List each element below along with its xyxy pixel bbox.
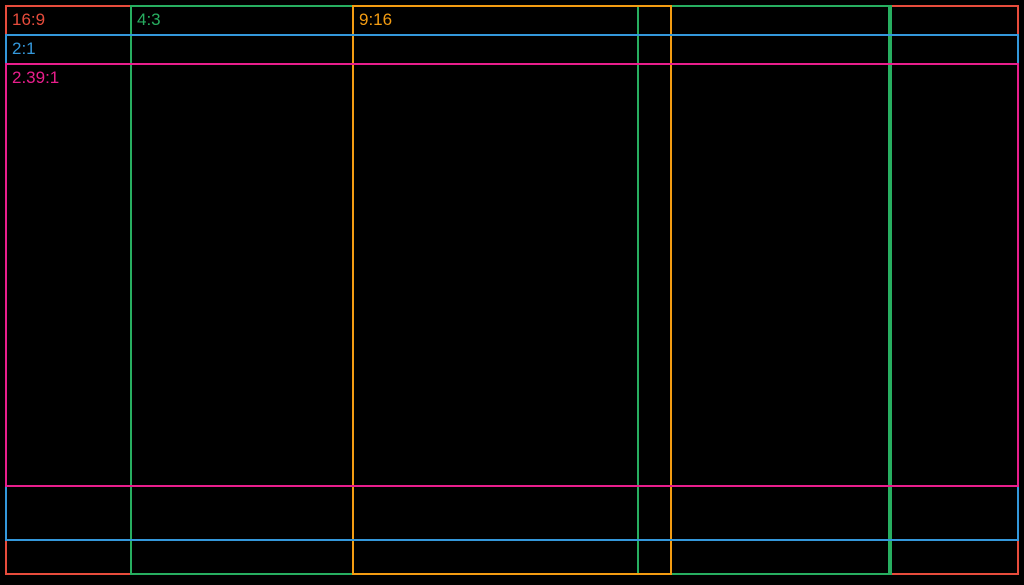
frame-label-ratio-16-9: 16:9 (12, 11, 45, 28)
frame-label-ratio-2-1: 2:1 (12, 40, 36, 57)
frame-label-ratio-2-39-1: 2.39:1 (12, 69, 59, 86)
frame-label-ratio-4-3-left: 4:3 (137, 11, 161, 28)
aspect-ratio-overlay-diagram: 16:9 4:3 9:16 2:1 2.39:1 (0, 0, 1024, 585)
frame-ratio-2-39-1 (5, 63, 1019, 487)
frame-label-ratio-9-16: 9:16 (359, 11, 392, 28)
